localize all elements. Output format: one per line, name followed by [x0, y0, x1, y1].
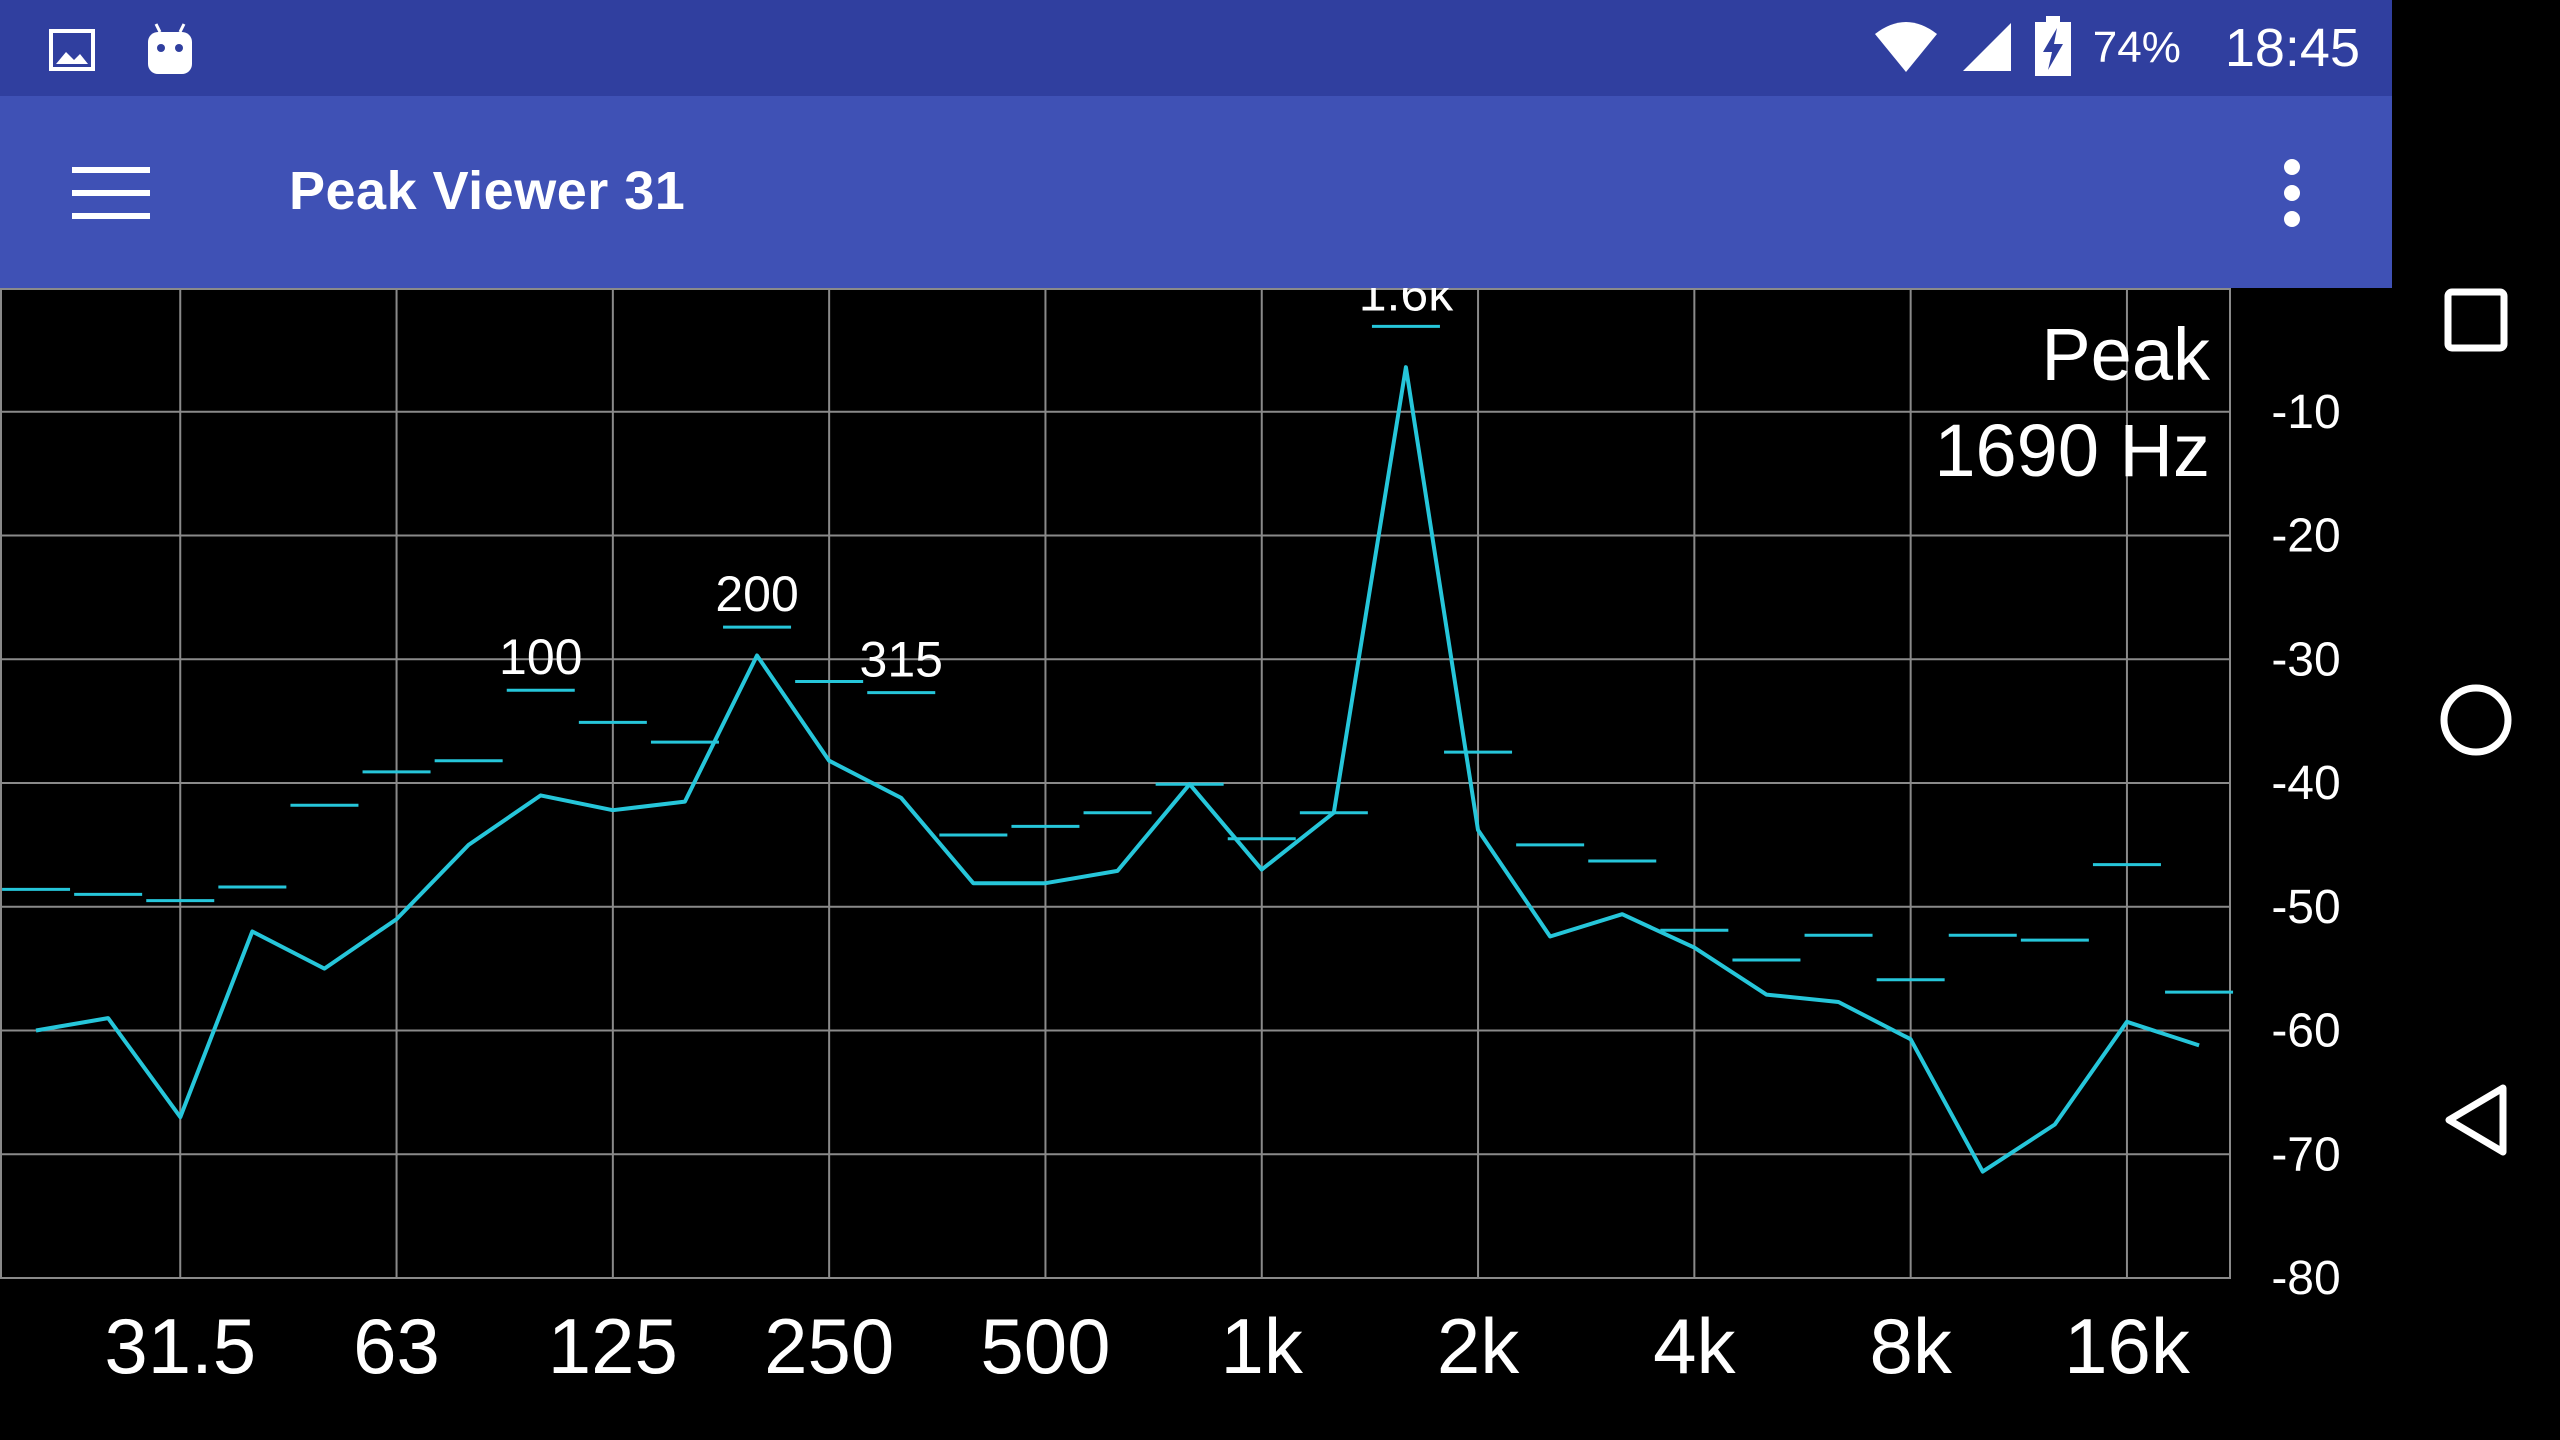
peak-label: Peak: [2041, 313, 2211, 396]
x-tick-label: 2k: [1437, 1302, 1520, 1390]
peak-band-label: 100: [499, 629, 582, 685]
back-icon: [2445, 1084, 2507, 1156]
peak-band-label: 1.6k: [1359, 288, 1455, 321]
home-icon: [2440, 684, 2512, 756]
image-icon: [48, 26, 96, 79]
android-icon: [144, 22, 196, 83]
peak-band-label: 315: [860, 632, 943, 688]
spectrum-chart[interactable]: -10 -20 -30 -40 -50 -60 -70 -80 31.5 63 125 250 500…: [0, 288, 2392, 1440]
level-line: [35, 365, 2200, 1174]
wifi-icon: [1873, 18, 1939, 79]
chart-grid: [0, 288, 2231, 1279]
x-tick-label: 8k: [1869, 1302, 1952, 1390]
y-tick-label: -60: [2271, 1005, 2340, 1058]
peak-band-label: 200: [715, 566, 798, 622]
y-axis: -10 -20 -30 -40 -50 -60 -70 -80: [2271, 386, 2340, 1305]
navigation-bar: [2392, 0, 2560, 1440]
home-button[interactable]: [2392, 650, 2560, 790]
app-bar: Peak Viewer 31: [0, 96, 2392, 288]
clock: 18:45: [2224, 18, 2360, 78]
x-tick-label: 31.5: [104, 1302, 256, 1390]
x-tick-label: 1k: [1221, 1302, 1304, 1390]
menu-button[interactable]: [56, 148, 166, 238]
app-title: Peak Viewer 31: [289, 161, 686, 221]
battery-percent: 74%: [2092, 23, 2181, 72]
recent-apps-icon: [2444, 288, 2508, 352]
x-tick-label: 500: [980, 1302, 1110, 1390]
y-tick-label: -10: [2271, 386, 2340, 439]
battery-charging-icon: [2033, 14, 2073, 83]
recent-apps-button[interactable]: [2392, 250, 2560, 390]
system-indicators: 74% 18:45: [1873, 0, 2360, 96]
level-series: [35, 365, 2200, 1174]
overflow-menu-button[interactable]: [2252, 148, 2332, 238]
signal-icon: [1959, 19, 2013, 78]
x-tick-label: 16k: [2064, 1302, 2191, 1390]
y-tick-label: -70: [2271, 1128, 2340, 1181]
x-tick-label: 250: [764, 1302, 894, 1390]
y-tick-label: -20: [2271, 510, 2340, 563]
status-bar: 74% 18:45: [0, 0, 2392, 96]
more-vert-icon: [2284, 159, 2300, 227]
x-tick-label: 4k: [1653, 1302, 1736, 1390]
peak-frequency: 1690 Hz: [1934, 409, 2210, 492]
x-tick-label: 63: [353, 1302, 440, 1390]
y-tick-label: -80: [2271, 1252, 2340, 1305]
y-tick-label: -50: [2271, 881, 2340, 934]
x-axis: 31.5 63 125 250 500 1k 2k 4k 8k 16k: [104, 1302, 2190, 1390]
peak-labels: 100 200 315 1.6k: [499, 288, 1454, 688]
x-tick-label: 125: [548, 1302, 678, 1390]
hamburger-menu-icon: [72, 167, 150, 219]
back-button[interactable]: [2392, 1050, 2560, 1190]
peak-hold-series: [2, 324, 2234, 994]
y-tick-label: -30: [2271, 633, 2340, 686]
notification-icons: [48, 22, 196, 83]
y-tick-label: -40: [2271, 757, 2340, 810]
